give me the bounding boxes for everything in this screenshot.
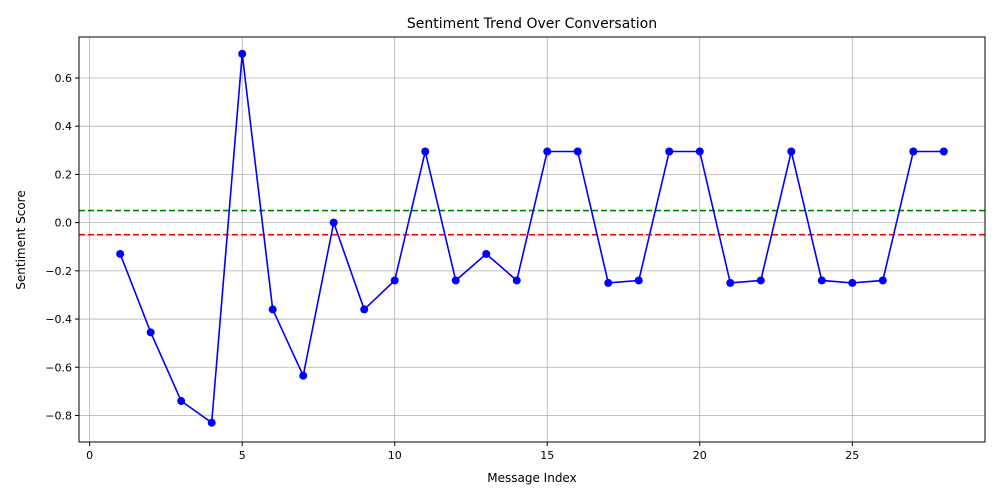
y-tick-label: −0.4 bbox=[45, 313, 72, 326]
x-axis-label: Message Index bbox=[487, 471, 576, 485]
y-axis-label: Sentiment Score bbox=[14, 190, 28, 289]
data-point bbox=[909, 147, 918, 156]
data-point bbox=[787, 147, 796, 156]
data-point bbox=[451, 276, 460, 285]
data-point bbox=[848, 278, 857, 287]
data-point bbox=[360, 305, 369, 314]
data-point bbox=[238, 49, 247, 58]
data-point bbox=[390, 276, 399, 285]
x-tick-label: 15 bbox=[540, 449, 554, 462]
data-point bbox=[329, 218, 338, 227]
data-point bbox=[512, 276, 521, 285]
y-tick-label: 0.6 bbox=[55, 72, 73, 85]
data-point bbox=[421, 147, 430, 156]
grid bbox=[79, 37, 985, 442]
data-point bbox=[543, 147, 552, 156]
y-tick-label: −0.6 bbox=[45, 361, 72, 374]
data-point bbox=[573, 147, 582, 156]
data-point bbox=[634, 276, 643, 285]
data-point bbox=[482, 249, 491, 258]
y-tick-label: −0.8 bbox=[45, 409, 72, 422]
y-tick-label: 0.2 bbox=[55, 168, 73, 181]
x-tick-label: 25 bbox=[845, 449, 859, 462]
y-axis-ticks: −0.8 −0.6 −0.4 −0.2 0.0 0.2 0.4 0.6 bbox=[45, 72, 79, 422]
x-tick-label: 5 bbox=[239, 449, 246, 462]
data-point bbox=[116, 249, 125, 258]
y-tick-label: 0.4 bbox=[55, 120, 73, 133]
y-tick-label: 0.0 bbox=[55, 217, 73, 230]
data-point bbox=[665, 147, 674, 156]
data-point bbox=[695, 147, 704, 156]
data-point bbox=[177, 397, 186, 406]
reference-lines bbox=[79, 209, 985, 236]
x-axis-ticks: 0 5 10 15 20 25 bbox=[86, 442, 859, 462]
data-point bbox=[604, 278, 613, 287]
series-line bbox=[119, 53, 944, 425]
x-tick-label: 20 bbox=[693, 449, 707, 462]
data-point bbox=[146, 328, 155, 337]
data-point bbox=[268, 305, 277, 314]
x-tick-label: 10 bbox=[388, 449, 402, 462]
data-point bbox=[939, 147, 948, 156]
chart-title: Sentiment Trend Over Conversation bbox=[407, 16, 657, 32]
data-point bbox=[756, 276, 765, 285]
data-point bbox=[207, 418, 216, 427]
y-tick-label: −0.2 bbox=[45, 265, 72, 278]
data-point bbox=[726, 278, 735, 287]
data-point bbox=[299, 371, 308, 380]
data-point bbox=[878, 276, 887, 285]
series-layer bbox=[116, 49, 948, 427]
x-tick-label: 0 bbox=[86, 449, 93, 462]
data-point bbox=[817, 276, 826, 285]
plot-frame bbox=[78, 36, 986, 443]
